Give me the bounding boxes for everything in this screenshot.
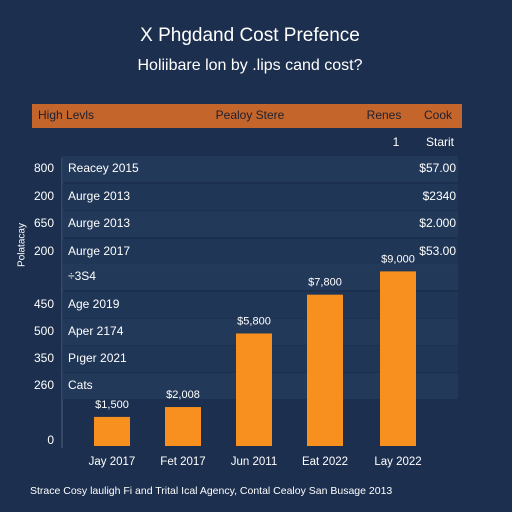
row-value: $57.00 [419, 161, 456, 175]
value-label: $2,008 [166, 389, 200, 401]
value-label: $1,500 [95, 399, 129, 411]
row-number: 650 [34, 216, 54, 230]
row-label: Aurge 2013 [68, 189, 130, 203]
row-number: 200 [34, 244, 54, 258]
row-label: Aurge 2013 [68, 216, 130, 230]
subheader-cell: Starit [426, 135, 455, 149]
row-label: Aurge 2017 [68, 244, 130, 258]
value-label: $9,000 [381, 253, 415, 265]
row-label: Age 2019 [68, 297, 120, 311]
bar [380, 271, 416, 446]
subheader-cell: 1 [393, 135, 400, 149]
row-number: 350 [34, 351, 54, 365]
y-axis-title: Polatacay [17, 223, 28, 267]
value-label: $5,800 [237, 315, 271, 327]
row-label: Pıger 2021 [68, 351, 127, 365]
row-label: Aper 2174 [68, 324, 124, 338]
subtitle: Holiibare lon by .lips cand cost? [137, 57, 362, 74]
row-number: 500 [34, 324, 54, 338]
x-tick-label: Eat 2022 [302, 456, 348, 468]
row-band [62, 211, 458, 237]
source: Strace Cosy lauligh Fi and Trital Ical A… [30, 485, 392, 497]
title: X Phgdand Cost Prefence [140, 25, 360, 46]
bar [307, 294, 343, 446]
row-number: 260 [34, 378, 54, 392]
column-header: High Levls [38, 108, 94, 122]
row-number: 450 [34, 297, 54, 311]
row-value: $2.000 [419, 216, 456, 230]
row-number: 0 [47, 433, 54, 447]
value-label: $7,800 [308, 277, 342, 289]
column-header: Cook [424, 108, 453, 122]
bar [94, 416, 130, 446]
bar [236, 333, 272, 446]
row-number: 800 [34, 161, 54, 175]
row-label: Reacey 2015 [68, 161, 139, 175]
bar [165, 407, 201, 446]
row-label: ÷3S4 [68, 269, 96, 283]
x-tick-label: Lay 2022 [374, 456, 421, 468]
row-band [62, 184, 458, 210]
row-value: $53.00 [419, 244, 456, 258]
row-label: Cats [68, 378, 93, 392]
x-tick-label: Jay 2017 [89, 456, 136, 468]
row-value: $2340 [423, 189, 457, 203]
column-header: Pealoy Stere [216, 108, 285, 122]
row-band [62, 239, 458, 265]
x-tick-label: Fet 2017 [160, 456, 205, 468]
row-number: 200 [34, 189, 54, 203]
column-header: Renes [367, 108, 402, 122]
table-header [32, 104, 462, 128]
row-band [62, 156, 458, 182]
x-tick-label: Jun 2011 [231, 456, 277, 468]
